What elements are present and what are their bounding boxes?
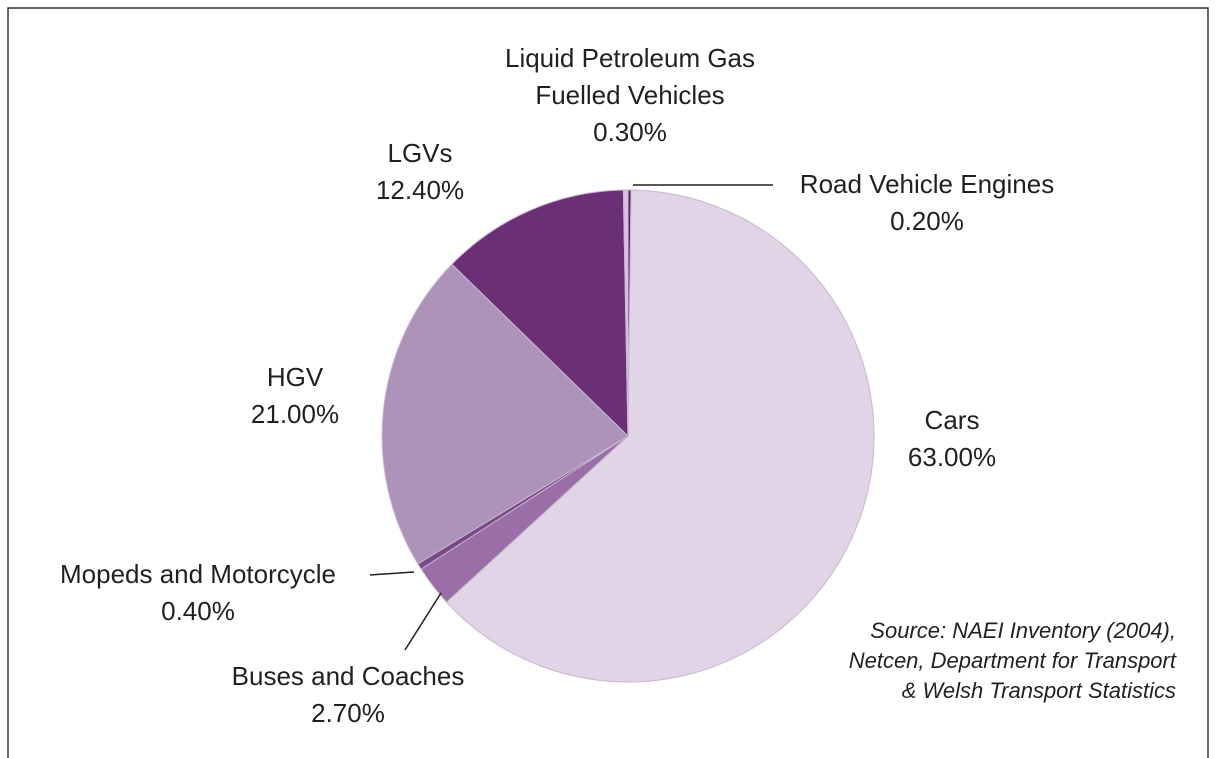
slice-name: Liquid Petroleum Gas Fuelled Vehicles bbox=[504, 43, 756, 110]
slice-value: 63.00% bbox=[907, 442, 997, 472]
slice-value: 12.40% bbox=[375, 175, 465, 205]
slice-name: Mopeds and Motorcycle bbox=[59, 559, 337, 589]
slice-label: Cars 63.00% bbox=[782, 402, 1122, 476]
slice-name: Road Vehicle Engines bbox=[799, 169, 1055, 199]
pie-slice bbox=[622, 189, 629, 437]
slice-value: 0.20% bbox=[890, 206, 964, 236]
slice-label: Road Vehicle Engines 0.20% bbox=[757, 166, 1097, 240]
slice-value: 0.40% bbox=[161, 596, 235, 626]
slice-name: HGV bbox=[266, 362, 324, 392]
slice-value: 21.00% bbox=[250, 399, 340, 429]
slice-label: Liquid Petroleum Gas Fuelled Vehicles 0.3… bbox=[475, 40, 785, 151]
source-line: & Welsh Transport Statistics bbox=[901, 678, 1176, 703]
slice-name: Buses and Coaches bbox=[231, 661, 465, 691]
slice-label: LGVs 12.40% bbox=[250, 135, 590, 209]
source-line: Source: NAEI Inventory (2004), bbox=[870, 618, 1176, 643]
pie-slice bbox=[381, 263, 629, 565]
leader-line bbox=[369, 571, 415, 576]
source-line: Netcen, Department for Transport bbox=[848, 648, 1176, 673]
source-note: Source: NAEI Inventory (2004), Netcen, De… bbox=[849, 616, 1176, 706]
frame bbox=[7, 7, 1209, 758]
leader-line bbox=[404, 592, 442, 651]
slice-name: Cars bbox=[924, 405, 980, 435]
pie-slice bbox=[445, 189, 875, 683]
slice-value: 0.30% bbox=[593, 117, 667, 147]
pie-slice bbox=[451, 189, 629, 438]
slice-label: HGV 21.00% bbox=[125, 359, 465, 433]
slice-value: 2.70% bbox=[311, 698, 385, 728]
slice-label: Mopeds and Motorcycle 0.40% bbox=[28, 556, 368, 630]
slice-name: LGVs bbox=[387, 138, 453, 168]
slice-label: Buses and Coaches 2.70% bbox=[178, 658, 518, 732]
